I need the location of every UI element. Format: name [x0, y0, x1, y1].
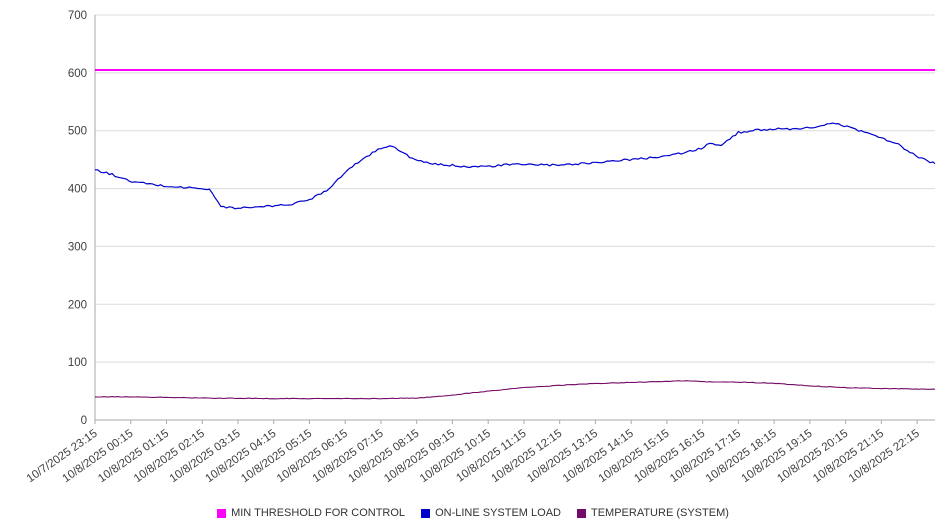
legend-item[interactable]: MIN THRESHOLD FOR CONTROL — [217, 507, 405, 519]
series-line-2 — [94, 380, 936, 400]
legend-label: TEMPERATURE (SYSTEM) — [590, 507, 729, 519]
y-tick-label: 700 — [68, 10, 87, 22]
legend-item[interactable]: TEMPERATURE (SYSTEM) — [576, 507, 729, 519]
legend-swatch-icon — [421, 508, 431, 518]
legend-swatch-icon — [217, 508, 227, 518]
y-tick-label: 200 — [68, 299, 87, 311]
y-tick-label: 500 — [68, 126, 87, 138]
chart-legend: MIN THRESHOLD FOR CONTROL ON-LINE SYSTEM … — [0, 507, 946, 519]
legend-item[interactable]: ON-LINE SYSTEM LOAD — [421, 507, 561, 519]
y-tick-label: 0 — [81, 415, 87, 427]
legend-swatch-icon — [576, 508, 586, 518]
legend-label: ON-LINE SYSTEM LOAD — [435, 507, 561, 519]
y-tick-label: 600 — [68, 68, 87, 80]
y-tick-label: 400 — [68, 184, 87, 196]
y-tick-label: 100 — [68, 357, 87, 369]
y-tick-label: 300 — [68, 241, 87, 253]
legend-label: MIN THRESHOLD FOR CONTROL — [231, 507, 406, 519]
series-line-1 — [94, 122, 936, 210]
